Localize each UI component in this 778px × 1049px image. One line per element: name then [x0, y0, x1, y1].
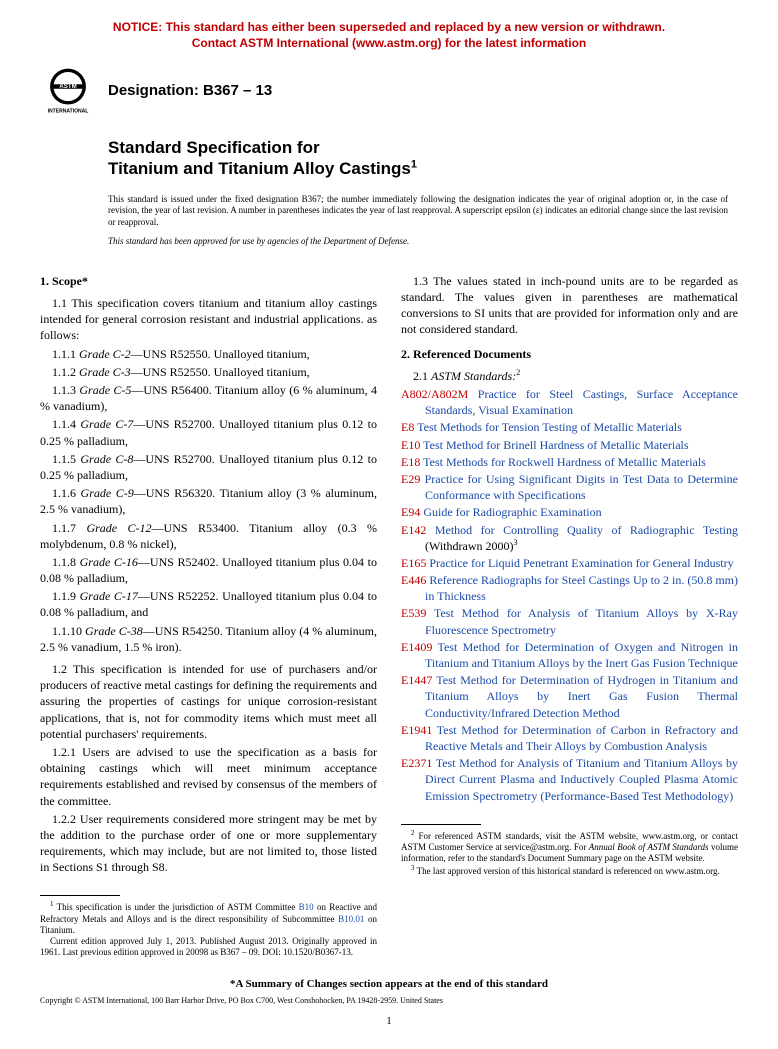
ref-title-link[interactable]: Test Methods for Rockwell Hardness of Me… [420, 455, 706, 469]
right-column: 1.3 The values stated in inch-pound unit… [401, 265, 738, 959]
ref-title-link[interactable]: Test Method for Analysis of Titanium All… [425, 606, 738, 636]
designation: Designation: B367 – 13 [108, 81, 272, 101]
ref-code-link[interactable]: E1409 [401, 640, 432, 654]
doc-type: Standard Specification for [108, 137, 738, 158]
reference-item: E142 Method for Controlling Quality of R… [401, 522, 738, 554]
notice-banner: NOTICE: This standard has either been su… [40, 20, 738, 51]
reference-item: E8 Test Methods for Tension Testing of M… [401, 419, 738, 435]
grade-item: 1.1.3 Grade C-5—UNS R56400. Titanium all… [40, 382, 377, 414]
footnote-1: 1 This specification is under the jurisd… [40, 900, 377, 936]
astm-logo: ASTM INTERNATIONAL [40, 63, 96, 119]
link-b10[interactable]: B10 [299, 902, 314, 912]
reference-item: E1447 Test Method for Determination of H… [401, 672, 738, 721]
ref-title-link[interactable]: Guide for Radiographic Examination [420, 505, 601, 519]
ref-code-link[interactable]: E2371 [401, 756, 432, 770]
reference-item: E165 Practice for Liquid Penetrant Exami… [401, 555, 738, 571]
reference-item: E10 Test Method for Brinell Hardness of … [401, 437, 738, 453]
left-column: 1. Scope* 1.1 This specification covers … [40, 265, 377, 959]
ref-code-link[interactable]: E18 [401, 455, 420, 469]
reference-item: E2371 Test Method for Analysis of Titani… [401, 755, 738, 804]
ref-code-link[interactable]: A802/A802M [401, 387, 468, 401]
issued-note: This standard is issued under the fixed … [108, 194, 728, 229]
ref-code-link[interactable]: E94 [401, 505, 420, 519]
dod-note: This standard has been approved for use … [108, 235, 738, 247]
footnote-1b: Current edition approved July 1, 2013. P… [40, 936, 377, 959]
ref-title-link[interactable]: Test Method for Determination of Carbon … [425, 723, 738, 753]
grade-item: 1.1.8 Grade C-16—UNS R52402. Unalloyed t… [40, 554, 377, 586]
ref-title-link[interactable]: Test Method for Brinell Hardness of Meta… [420, 438, 688, 452]
footnote-3: 3 The last approved version of this hist… [401, 864, 738, 877]
copyright: Copyright © ASTM International, 100 Barr… [40, 996, 738, 1007]
notice-line2: Contact ASTM International (www.astm.org… [192, 36, 586, 50]
reference-item: E539 Test Method for Analysis of Titaniu… [401, 605, 738, 637]
scope-1-3: 1.3 The values stated in inch-pound unit… [401, 273, 738, 338]
grade-item: 1.1.4 Grade C-7—UNS R52700. Unalloyed ti… [40, 416, 377, 448]
grade-item: 1.1.6 Grade C-9—UNS R56320. Titanium all… [40, 485, 377, 517]
header-row: ASTM INTERNATIONAL Designation: B367 – 1… [40, 63, 738, 119]
scope-1-2-1: 1.2.1 Users are advised to use the speci… [40, 744, 377, 809]
scope-1-1: 1.1 This specification covers titanium a… [40, 295, 377, 344]
footnote-separator [40, 895, 120, 896]
ref-code-link[interactable]: E539 [401, 606, 426, 620]
scope-heading: 1. Scope* [40, 273, 377, 289]
ref-title-link[interactable]: Method for Controlling Quality of Radiog… [426, 523, 738, 537]
footnote-2: 2 For referenced ASTM standards, visit t… [401, 829, 738, 865]
ref-title-link[interactable]: Test Method for Determination of Hydroge… [425, 673, 738, 719]
grade-item: 1.1.5 Grade C-8—UNS R52700. Unalloyed ti… [40, 451, 377, 483]
grade-item: 1.1.1 Grade C-2—UNS R52550. Unalloyed ti… [40, 346, 377, 362]
reference-item: E446 Reference Radiographs for Steel Cas… [401, 572, 738, 604]
reference-item: A802/A802M Practice for Steel Castings, … [401, 386, 738, 418]
ref-code-link[interactable]: E10 [401, 438, 420, 452]
ref-code-link[interactable]: E29 [401, 472, 420, 486]
ref-title-link[interactable]: Test Method for Analysis of Titanium and… [425, 756, 738, 802]
grade-item: 1.1.7 Grade C-12—UNS R53400. Titanium al… [40, 520, 377, 552]
refdoc-heading: 2. Referenced Documents [401, 346, 738, 362]
reference-item: E29 Practice for Using Significant Digit… [401, 471, 738, 503]
grade-item: 1.1.10 Grade C-38—UNS R54250. Titanium a… [40, 623, 377, 655]
summary-note: *A Summary of Changes section appears at… [40, 977, 738, 992]
notice-line1: NOTICE: This standard has either been su… [113, 20, 665, 34]
link-b10-01[interactable]: B10.01 [338, 914, 364, 924]
ref-code-link[interactable]: E165 [401, 556, 426, 570]
svg-text:INTERNATIONAL: INTERNATIONAL [48, 108, 89, 114]
ref-title-link[interactable]: Reference Radiographs for Steel Castings… [425, 573, 738, 603]
reference-item: E1409 Test Method for Determination of O… [401, 639, 738, 671]
scope-1-2: 1.2 This specification is intended for u… [40, 661, 377, 742]
ref-title-link[interactable]: Practice for Liquid Penetrant Examinatio… [426, 556, 733, 570]
svg-text:ASTM: ASTM [59, 83, 76, 90]
ref-code-link[interactable]: E446 [401, 573, 426, 587]
ref-title-link[interactable]: Practice for Steel Castings, Surface Acc… [425, 387, 738, 417]
refdoc-2-1: 2.1 ASTM Standards:2 [401, 368, 738, 384]
ref-code-link[interactable]: E142 [401, 523, 426, 537]
ref-title-link[interactable]: Test Method for Determination of Oxygen … [425, 640, 738, 670]
content-columns: 1. Scope* 1.1 This specification covers … [40, 265, 738, 959]
ref-title-link[interactable]: Practice for Using Significant Digits in… [420, 472, 738, 502]
reference-item: E1941 Test Method for Determination of C… [401, 722, 738, 754]
ref-code-link[interactable]: E1447 [401, 673, 432, 687]
title-block: Standard Specification for Titanium and … [108, 137, 738, 180]
doc-title: Titanium and Titanium Alloy Castings1 [108, 158, 738, 179]
reference-item: E94 Guide for Radiographic Examination [401, 504, 738, 520]
ref-code-link[interactable]: E8 [401, 420, 414, 434]
grade-item: 1.1.9 Grade C-17—UNS R52252. Unalloyed t… [40, 588, 377, 620]
footnote-separator-right [401, 824, 481, 825]
scope-1-2-2: 1.2.2 User requirements considered more … [40, 811, 377, 876]
page-number: 1 [40, 1014, 738, 1029]
ref-title-link[interactable]: Test Methods for Tension Testing of Meta… [414, 420, 681, 434]
doc-title-text: Titanium and Titanium Alloy Castings [108, 159, 411, 178]
reference-item: E18 Test Methods for Rockwell Hardness o… [401, 454, 738, 470]
grade-item: 1.1.2 Grade C-3—UNS R52550. Unalloyed ti… [40, 364, 377, 380]
ref-code-link[interactable]: E1941 [401, 723, 432, 737]
